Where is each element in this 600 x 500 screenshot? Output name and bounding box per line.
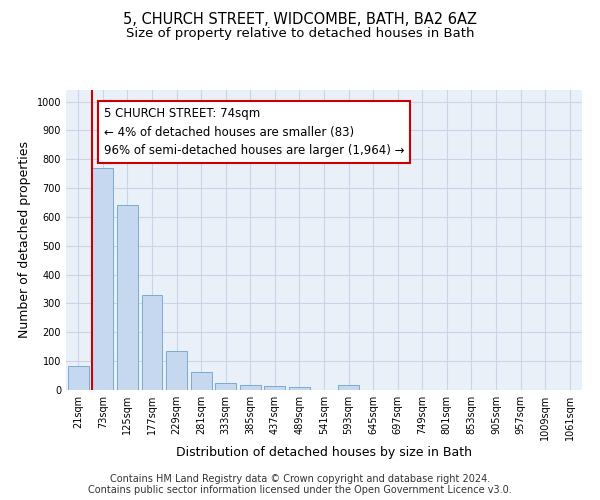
Bar (92, 168, 113, 390)
Bar (166, 351, 187, 390)
Y-axis label: Number of detached properties: Number of detached properties (18, 142, 31, 338)
Bar (215, 383, 236, 390)
Bar (240, 385, 261, 390)
Bar (117, 206, 138, 390)
Text: 5, CHURCH STREET, WIDCOMBE, BATH, BA2 6AZ: 5, CHURCH STREET, WIDCOMBE, BATH, BA2 6A… (123, 12, 477, 28)
X-axis label: Distribution of detached houses by size in Bath: Distribution of detached houses by size … (176, 446, 472, 458)
Bar (191, 372, 212, 390)
Bar (68, 366, 89, 390)
Bar (265, 386, 286, 390)
Text: Contains HM Land Registry data © Crown copyright and database right 2024.: Contains HM Land Registry data © Crown c… (110, 474, 490, 484)
Text: 5 CHURCH STREET: 74sqm
← 4% of detached houses are smaller (83)
96% of semi-deta: 5 CHURCH STREET: 74sqm ← 4% of detached … (104, 108, 404, 158)
Bar (142, 295, 163, 390)
Text: Size of property relative to detached houses in Bath: Size of property relative to detached ho… (126, 28, 474, 40)
Text: Contains public sector information licensed under the Open Government Licence v3: Contains public sector information licen… (88, 485, 512, 495)
Bar (338, 385, 359, 390)
Bar (289, 387, 310, 390)
